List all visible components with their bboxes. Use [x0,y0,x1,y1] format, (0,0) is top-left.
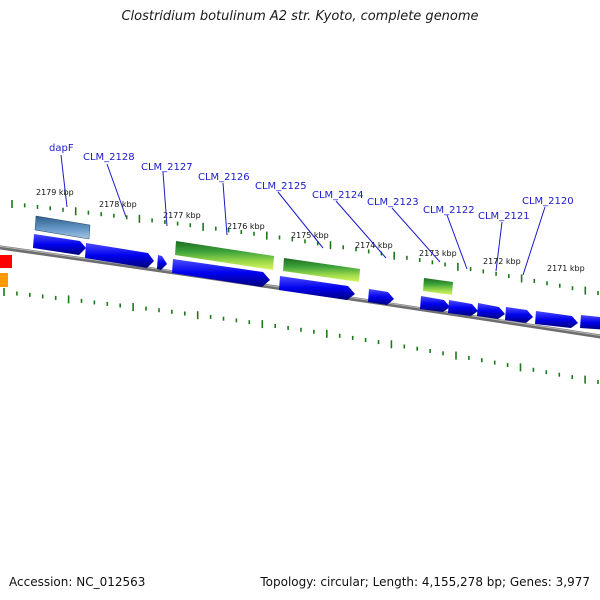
gene-label-clm-2126[interactable]: CLM_2126 [198,172,250,183]
cds-arrow-clm-2123[interactable] [420,296,450,312]
kbp-label-2171: 2171 kbp [547,264,585,273]
cds-arrow-clm-2124[interactable] [368,289,394,305]
kbp-label-2172: 2172 kbp [483,257,521,266]
rna-feature-clm-2126[interactable] [175,241,274,270]
kbp-label-2173: 2173 kbp [419,249,457,258]
cds-arrow-clm-2125[interactable] [279,276,355,300]
kbp-label-2175: 2175 kbp [291,231,329,240]
kbp-label-2176: 2176 kbp [227,222,265,231]
gene-feature-dapF[interactable] [34,215,91,240]
red-feature[interactable] [0,255,12,268]
cds-arrow-clm-2121a[interactable] [477,303,505,319]
kbp-label-2177: 2177 kbp [163,211,201,220]
gene-label-clm-2125[interactable]: CLM_2125 [255,181,307,192]
cds-features [33,234,600,330]
cds-arrow-clm-2127[interactable] [157,255,167,270]
gene-label-dapF[interactable]: dapF [49,143,74,154]
leader-clm-2124 [335,200,387,259]
leader-clm-2123 [391,207,441,263]
kbp-tick-labels: 2179 kbp 2178 kbp 2177 kbp 2176 kbp 2175… [36,188,585,273]
gene-label-clm-2121[interactable]: CLM_2121 [478,211,530,222]
leader-dapF [60,154,68,208]
gene-label-clm-2122[interactable]: CLM_2122 [423,205,475,216]
leader-clm-2121 [495,221,503,272]
gene-label-clm-2127[interactable]: CLM_2127 [141,162,193,173]
cds-arrow-edge[interactable] [580,315,600,330]
footer-accession: Accession: NC_012563 [9,575,146,589]
leader-clm-2125 [277,191,324,249]
kbp-label-2179: 2179 kbp [36,188,74,197]
tick-arc-inner [3,288,599,384]
leader-clm-2127 [162,171,168,227]
gene-label-clm-2128[interactable]: CLM_2128 [83,152,135,163]
leader-clm-2128 [106,163,127,218]
cds-arrow-clm-2128[interactable] [85,243,154,268]
kbp-label-2174: 2174 kbp [355,241,393,250]
leader-clm-2126 [222,182,228,236]
kbp-label-2178: 2178 kbp [99,200,137,209]
rna-feature-clm-2125[interactable] [283,258,360,282]
tick-arc-outer [11,200,599,295]
label-leader-lines [60,154,546,276]
gene-labels: dapF CLM_2128 CLM_2127 CLM_2126 CLM_2125… [49,143,574,222]
cds-arrow-clm-2122[interactable] [448,300,478,316]
gene-label-clm-2123[interactable]: CLM_2123 [367,197,419,208]
page-title: Clostridium botulinum A2 str. Kyoto, com… [121,9,479,24]
gene-label-clm-2120[interactable]: CLM_2120 [522,196,574,207]
cds-arrow-dapF[interactable] [33,234,86,255]
rna-feature-clm-2123[interactable] [423,278,453,295]
cds-arrow-clm-2120[interactable] [535,311,578,328]
footer-genome-info: Topology: circular; Length: 4,155,278 bp… [260,575,590,589]
gene-label-clm-2124[interactable]: CLM_2124 [312,190,364,201]
cds-arrow-clm-2121b[interactable] [505,307,533,323]
leader-clm-2120 [522,206,546,276]
orange-feature[interactable] [0,273,8,287]
leader-clm-2122 [446,214,468,270]
cds-arrow-clm-2126[interactable] [172,259,270,287]
